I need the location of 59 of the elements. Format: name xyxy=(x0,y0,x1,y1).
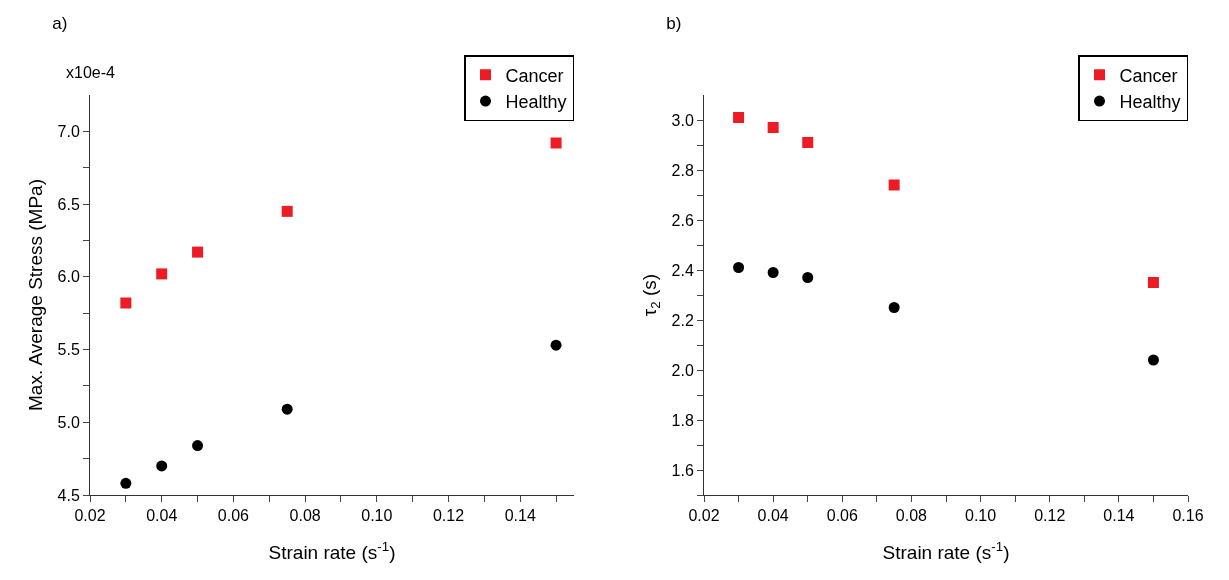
y-tick-label: 1.8 xyxy=(671,411,694,429)
point xyxy=(156,268,168,280)
point xyxy=(550,339,562,351)
y-tick-label: 3.0 xyxy=(671,111,694,129)
y-tick-label: 2.8 xyxy=(671,161,694,179)
text: x10e-4 xyxy=(66,64,116,81)
point xyxy=(120,477,132,489)
x-tick-label: 0.14 xyxy=(1103,507,1135,525)
point xyxy=(1147,354,1159,366)
x-tick-label: 0.02 xyxy=(74,507,106,525)
x-tick-label: 0.04 xyxy=(146,507,178,525)
point xyxy=(733,262,745,273)
x-axis-title: Strain rate (s$^{-1}$) xyxy=(268,539,396,563)
point xyxy=(1147,277,1159,288)
x-tick-label: 0.04 xyxy=(757,507,789,525)
x-tick-label: 0.08 xyxy=(289,507,321,525)
point xyxy=(120,297,132,309)
point xyxy=(733,112,745,123)
y-tick-label: 2.0 xyxy=(671,361,694,379)
chart-title: b) xyxy=(666,14,682,34)
y-axis-title: Max. Average Stress (MPa) xyxy=(25,179,46,411)
y-tick-label: 2.4 xyxy=(671,261,694,279)
x-tick-label: 0.10 xyxy=(965,507,997,525)
x-axis-title: Strain rate (s$^{-1}$) xyxy=(882,539,1010,563)
point xyxy=(802,137,814,148)
x-tick-label: 0.12 xyxy=(432,507,465,525)
point xyxy=(281,403,293,415)
y-tick-label: 1.6 xyxy=(671,461,694,479)
legend-label: Healthy xyxy=(505,92,567,113)
x-tick-label: 0.10 xyxy=(361,507,393,525)
x-tick-label: 0.02 xyxy=(688,507,720,525)
point xyxy=(156,460,168,472)
point xyxy=(888,302,900,313)
point xyxy=(281,205,293,217)
point xyxy=(802,272,814,283)
y-tick-label: 5.5 xyxy=(57,341,80,359)
point xyxy=(767,122,779,133)
point xyxy=(888,179,900,191)
legend-label: Cancer xyxy=(1119,65,1178,86)
x-tick-label: 0.16 xyxy=(1172,507,1204,525)
point xyxy=(192,246,204,258)
point xyxy=(192,440,204,452)
x-tick-label: 0.08 xyxy=(895,507,928,525)
y-tick-label: 2.6 xyxy=(671,211,694,229)
y-tick-label: 6.0 xyxy=(57,268,80,286)
x-tick-label: 0.06 xyxy=(217,507,250,525)
legend-label: Cancer xyxy=(505,65,564,86)
y-tick-label: 6.5 xyxy=(57,195,80,213)
y-tick-label: 4.5 xyxy=(57,486,80,504)
y-tick-label: 2.2 xyxy=(671,311,694,329)
legend-label: Healthy xyxy=(1119,92,1181,113)
chart-title: a) xyxy=(52,14,68,34)
y-tick-label: 5.0 xyxy=(57,413,80,431)
y-tick-label: 7.0 xyxy=(57,122,80,140)
x-tick-label: 0.06 xyxy=(826,507,858,525)
point xyxy=(550,137,562,149)
x-tick-label: 0.12 xyxy=(1034,507,1066,525)
point xyxy=(767,267,779,278)
x-tick-label: 0.14 xyxy=(504,507,536,525)
